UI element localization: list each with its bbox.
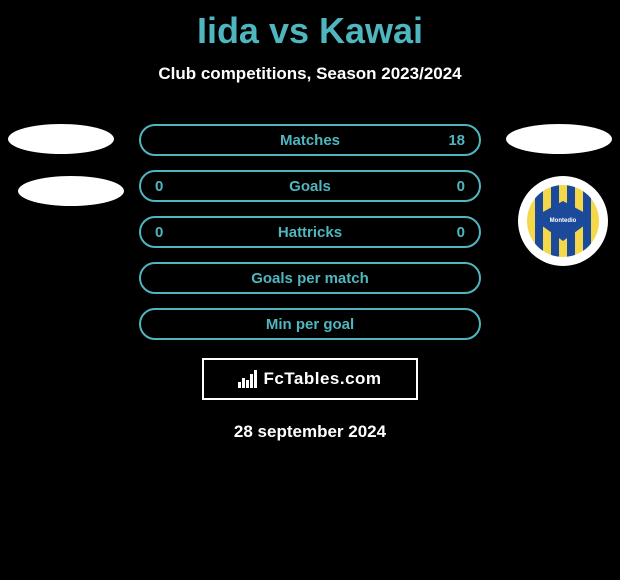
stat-pill: Goals per match — [139, 262, 481, 294]
stat-pill: Matches 18 — [139, 124, 481, 156]
club-badge-shield: Montedio — [541, 201, 585, 241]
stat-label: Min per goal — [175, 316, 445, 333]
page-subtitle: Club competitions, Season 2023/2024 — [0, 64, 620, 84]
stat-left-value: 0 — [155, 178, 175, 195]
date-text: 28 september 2024 — [0, 422, 620, 442]
stat-right-value: 0 — [445, 224, 465, 241]
club-badge-text: Montedio — [550, 218, 577, 224]
stat-left-value: 0 — [155, 224, 175, 241]
player-left-ellipse-2 — [18, 176, 124, 206]
stat-label: Goals — [175, 178, 445, 195]
stat-label: Matches — [175, 132, 445, 149]
stat-right-value: 18 — [445, 132, 465, 149]
branding-text: FcTables.com — [263, 369, 381, 389]
club-badge-inner: Montedio — [527, 185, 599, 257]
stat-row-goals-per-match: Goals per match — [139, 262, 481, 294]
player-right-ellipse — [506, 124, 612, 154]
stat-pill: 0 Goals 0 — [139, 170, 481, 202]
stat-row-hattricks: 0 Hattricks 0 — [139, 216, 481, 248]
stat-row-min-per-goal: Min per goal — [139, 308, 481, 340]
branding-box[interactable]: FcTables.com — [202, 358, 418, 400]
page-title: Iida vs Kawai — [0, 0, 620, 52]
club-badge: Montedio — [518, 176, 608, 266]
chart-icon — [238, 370, 257, 388]
stat-label: Hattricks — [175, 224, 445, 241]
stat-pill: 0 Hattricks 0 — [139, 216, 481, 248]
stat-label: Goals per match — [175, 270, 445, 287]
stat-pill: Min per goal — [139, 308, 481, 340]
stat-row-matches: Matches 18 — [139, 124, 481, 156]
player-left-ellipse-1 — [8, 124, 114, 154]
stat-right-value: 0 — [445, 178, 465, 195]
stat-row-goals: 0 Goals 0 — [139, 170, 481, 202]
